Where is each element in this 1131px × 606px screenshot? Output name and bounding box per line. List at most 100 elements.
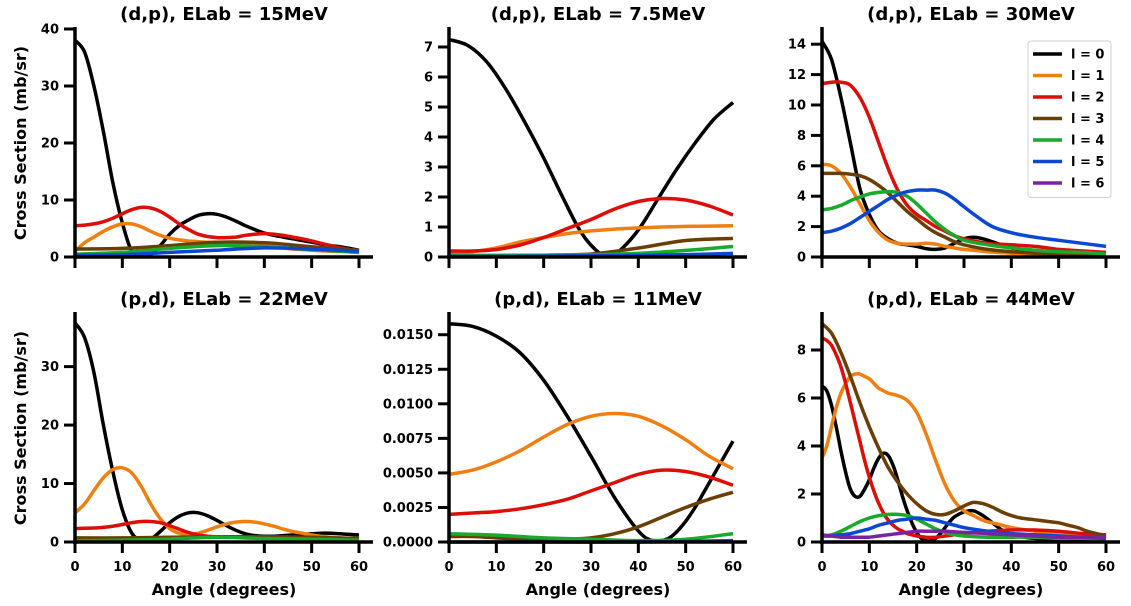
x-tick-label: 20 — [161, 560, 179, 575]
series-line-l4 — [821, 189, 1107, 256]
y-tick-label: 14 — [788, 38, 806, 53]
y-tick-label: 10 — [41, 194, 59, 209]
series-line-l2 — [74, 205, 360, 254]
series-line-l0 — [448, 37, 735, 259]
y-tick-label: 6 — [424, 71, 433, 86]
y-tick-label: 30 — [41, 80, 59, 95]
panel-5: 0.0000 0.0025 0.0050 0.0075 0.0100 0.0125 0.01… — [383, 289, 747, 599]
x-tick-label: 10 — [860, 560, 878, 575]
y-tick-label: 2 — [797, 220, 806, 235]
series-line-l0 — [448, 321, 735, 543]
series-line-l5 — [74, 246, 360, 258]
x-tick-label: 50 — [303, 560, 321, 575]
panel-title: (d,p), ELab = 15MeV — [120, 4, 328, 25]
y-tick-label: 0.0000 — [383, 536, 433, 551]
y-tick-label: 5 — [424, 101, 433, 116]
y-axis-label: Cross Section (mb/sr) — [11, 46, 30, 240]
y-tick-label: 10 — [788, 99, 806, 114]
series-line-l6 — [821, 529, 1106, 540]
series-line-l1 — [73, 465, 360, 541]
y-tick-label: 20 — [41, 419, 59, 434]
x-tick-label: 40 — [1002, 560, 1020, 575]
panel-6: 0 2 4 6 8 0 10 20 30 40 50 60 (p,d), ELab = 44MeV Ang… — [797, 289, 1120, 599]
y-tick-label: 0 — [797, 251, 806, 266]
y-tick-label: 4 — [797, 440, 806, 455]
y-tick-label: 0 — [797, 536, 806, 551]
x-tick-label: 30 — [582, 560, 600, 575]
y-tick-label: 40 — [41, 23, 59, 38]
series-line-l3 — [74, 240, 360, 252]
series-line-l0 — [73, 321, 360, 543]
x-axis-label: Angle (degrees) — [526, 580, 671, 599]
y-tick-label: 0 — [50, 536, 59, 551]
x-tick-label: 10 — [113, 560, 131, 575]
panel-2: 0 1 2 3 4 5 6 7 (d,p), ELab = 7.5MeV — [424, 4, 747, 268]
series-line-l3 — [820, 322, 1107, 538]
legend: l = 0 l = 1 l = 2 l = 3 l = 4 l = 5 l = 6 — [1027, 40, 1112, 198]
x-tick-label: 10 — [487, 560, 505, 575]
x-tick-label: 0 — [70, 560, 79, 575]
x-tick-label: 50 — [677, 560, 695, 575]
y-tick-label: 4 — [424, 131, 433, 146]
series-line-l2 — [821, 80, 1107, 255]
y-tick-label: 12 — [788, 68, 806, 83]
legend-label: l = 0 — [1071, 48, 1104, 63]
x-tick-label: 40 — [629, 560, 647, 575]
legend-label: l = 2 — [1071, 91, 1104, 106]
x-tick-label: 20 — [535, 560, 553, 575]
y-tick-label: 0 — [50, 251, 59, 266]
y-tick-label: 10 — [41, 477, 59, 492]
y-tick-label: 0.0050 — [383, 466, 433, 481]
legend-label: l = 4 — [1071, 134, 1104, 149]
series-line-l3 — [822, 171, 1107, 258]
y-tick-label: 20 — [41, 137, 59, 152]
y-tick-label: 4 — [797, 190, 806, 205]
x-tick-label: 0 — [444, 560, 453, 575]
panel-3: 0 2 4 6 8 10 12 14 (d,p), ELab = 30MeV l = 0 l = 1… — [788, 4, 1120, 268]
y-tick-label: 2 — [797, 488, 806, 503]
x-tick-label: 20 — [908, 560, 926, 575]
series-line-l5 — [821, 188, 1107, 249]
series-line-l1 — [448, 411, 734, 477]
y-tick-label: 0.0100 — [383, 397, 433, 412]
x-tick-label: 60 — [1097, 560, 1115, 575]
series-line-l2 — [448, 468, 734, 517]
x-tick-label: 0 — [817, 560, 826, 575]
y-tick-label: 1 — [424, 221, 433, 236]
x-tick-label: 50 — [1050, 560, 1068, 575]
x-tick-label: 60 — [350, 560, 368, 575]
x-axis-label: Angle (degrees) — [899, 580, 1044, 599]
y-tick-label: 30 — [41, 360, 59, 375]
panel-title: (p,d), ELab = 11MeV — [494, 289, 702, 310]
y-tick-label: 0.0025 — [383, 501, 433, 516]
legend-box — [1027, 40, 1112, 198]
x-tick-label: 40 — [255, 560, 273, 575]
y-tick-label: 6 — [797, 159, 806, 174]
series-line-l4 — [448, 531, 734, 543]
panel-title: (p,d), ELab = 22MeV — [120, 289, 328, 310]
y-tick-label: 0 — [424, 251, 433, 266]
legend-label: l = 6 — [1071, 177, 1104, 192]
y-tick-label: 8 — [797, 344, 806, 359]
series-line-l0 — [73, 39, 360, 257]
x-tick-label: 30 — [955, 560, 973, 575]
series-line-l4 — [74, 535, 360, 543]
y-tick-label: 6 — [797, 392, 806, 407]
legend-label: l = 5 — [1071, 155, 1104, 170]
legend-label: l = 3 — [1071, 112, 1104, 127]
panel-title: (d,p), ELab = 7.5MeV — [491, 4, 706, 25]
y-tick-label: 2 — [424, 191, 433, 206]
x-tick-label: 60 — [724, 560, 742, 575]
y-tick-label: 7 — [424, 41, 433, 56]
panel-4: 0 10 20 30 0 10 20 30 40 50 60 (p,d), ELab = 22MeV A… — [11, 289, 373, 599]
y-tick-label: 3 — [424, 161, 433, 176]
legend-label: l = 1 — [1071, 69, 1104, 84]
panel-title: (d,p), ELab = 30MeV — [867, 4, 1075, 25]
series-line-l2 — [448, 196, 734, 253]
panel-title: (p,d), ELab = 44MeV — [867, 289, 1075, 310]
panel-1: 0 10 20 30 40 (d,p), ELab = 15MeV Cross Sectio… — [11, 4, 373, 268]
y-axis-label: Cross Section (mb/sr) — [11, 331, 30, 525]
x-tick-label: 30 — [208, 560, 226, 575]
x-axis-label: Angle (degrees) — [152, 580, 297, 599]
